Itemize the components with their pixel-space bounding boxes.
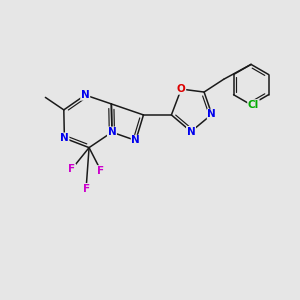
Text: N: N [187,127,195,136]
Text: N: N [131,136,140,146]
Text: O: O [177,84,186,94]
Text: N: N [60,133,69,143]
Text: Cl: Cl [248,100,259,110]
Text: N: N [108,127,116,137]
Text: F: F [68,164,75,174]
Text: N: N [81,90,90,100]
Text: F: F [98,166,104,176]
Text: N: N [207,109,216,119]
Text: F: F [82,184,90,194]
